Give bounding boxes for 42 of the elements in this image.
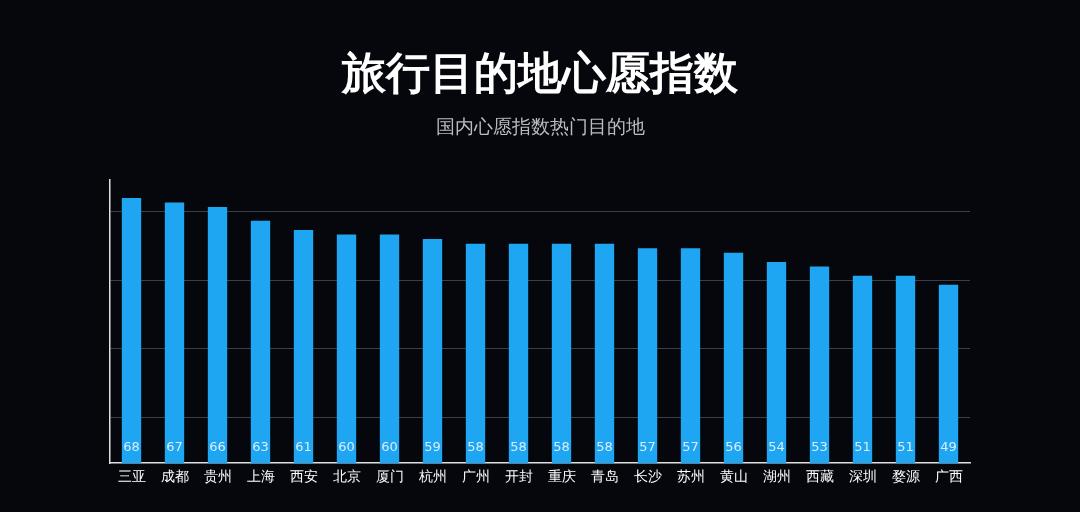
data-label: 56	[725, 439, 742, 455]
x-tick-label: 黄山	[719, 468, 748, 485]
data-label: 57	[682, 439, 699, 455]
x-tick-label: 成都	[160, 468, 189, 485]
x-tick-label: 广州	[461, 468, 490, 485]
x-tick-label: 开封	[504, 468, 533, 485]
x-tick-label: 北京	[332, 468, 361, 485]
x-tick-label: 深圳	[848, 468, 877, 485]
x-tick-label: 西藏	[805, 468, 834, 485]
data-label: 63	[252, 439, 269, 455]
x-tick-label: 苏州	[676, 468, 705, 485]
data-label: 66	[209, 439, 226, 455]
data-label: 58	[510, 439, 527, 455]
x-tick-label: 三亚	[117, 468, 146, 485]
x-tick-label: 杭州	[417, 468, 447, 485]
data-label: 61	[295, 439, 312, 455]
data-label: 54	[768, 439, 785, 455]
data-label: 58	[596, 439, 613, 455]
data-label: 57	[639, 439, 656, 455]
x-tick-label: 厦门	[375, 468, 404, 485]
x-tick-label: 湖州	[762, 468, 791, 485]
data-label: 58	[553, 439, 570, 455]
x-tick-label: 青岛	[590, 468, 619, 485]
data-label: 53	[811, 439, 828, 455]
data-label: 68	[123, 439, 140, 455]
data-label: 49	[940, 439, 957, 455]
data-label: 51	[854, 439, 871, 455]
x-tick-label: 贵州	[203, 468, 232, 485]
data-label: 58	[467, 439, 484, 455]
chart-subtitle: 国内心愿指数热门目的地	[435, 115, 645, 138]
x-tick-label: 西安	[289, 468, 318, 485]
x-tick-label: 重庆	[547, 468, 576, 485]
data-label: 60	[338, 439, 355, 455]
x-tick-label: 上海	[246, 468, 275, 485]
chart-title: 旅行目的地心愿指数	[341, 46, 739, 98]
data-label: 51	[897, 439, 914, 455]
x-tick-label: 广西	[934, 468, 963, 485]
x-tick-label: 婺源	[891, 468, 920, 485]
data-label: 60	[381, 439, 398, 455]
data-label: 67	[166, 439, 183, 455]
data-label: 59	[424, 439, 441, 455]
x-tick-label: 长沙	[633, 468, 662, 485]
